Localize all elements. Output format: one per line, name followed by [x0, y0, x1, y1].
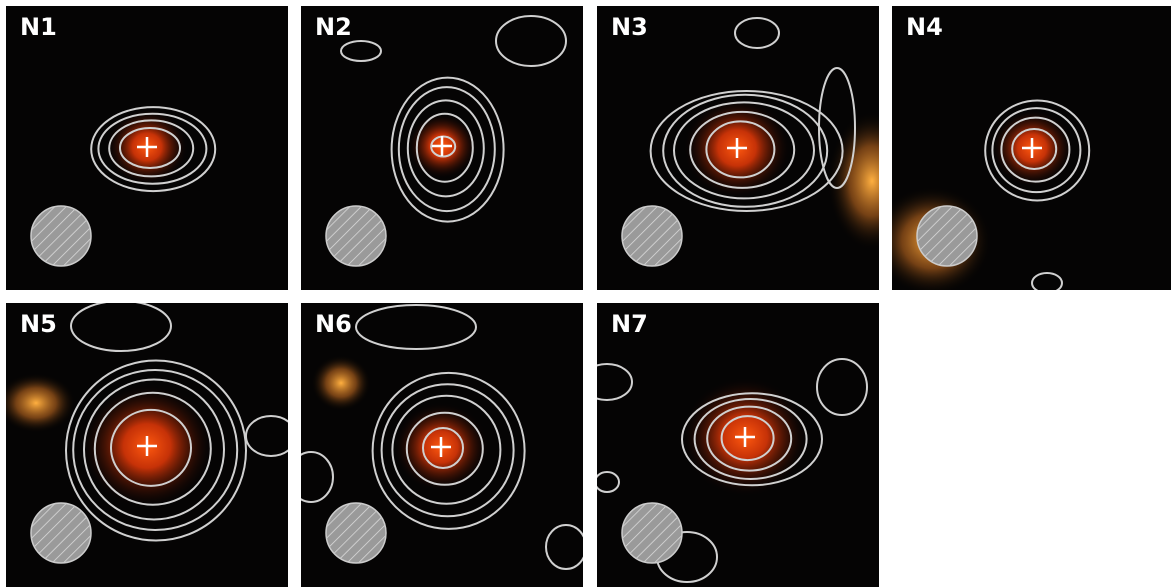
- panel-label: N5: [20, 310, 57, 338]
- panel-label: N2: [315, 13, 352, 41]
- image-panel: N4: [892, 6, 1171, 290]
- panel-label: N4: [906, 13, 943, 41]
- panel-label: N3: [611, 13, 648, 41]
- beam: [326, 503, 386, 563]
- panel-label: N7: [611, 310, 648, 338]
- beam: [31, 503, 91, 563]
- beam: [326, 206, 386, 266]
- image-panel: N6: [301, 303, 583, 587]
- panel-label: N6: [315, 310, 352, 338]
- beam: [917, 206, 977, 266]
- image-panel: N3: [597, 6, 879, 290]
- image-panel: N1: [6, 6, 288, 290]
- beam: [622, 503, 682, 563]
- galaxy: [311, 355, 371, 411]
- beam: [31, 206, 91, 266]
- beam: [622, 206, 682, 266]
- image-panel: N7: [597, 303, 879, 587]
- panel-label: N1: [20, 13, 57, 41]
- figure: N1 N2 N3 N4 N5 N6 N7: [0, 0, 1171, 587]
- image-panel: N5: [6, 303, 288, 587]
- image-panel: N2: [301, 6, 583, 290]
